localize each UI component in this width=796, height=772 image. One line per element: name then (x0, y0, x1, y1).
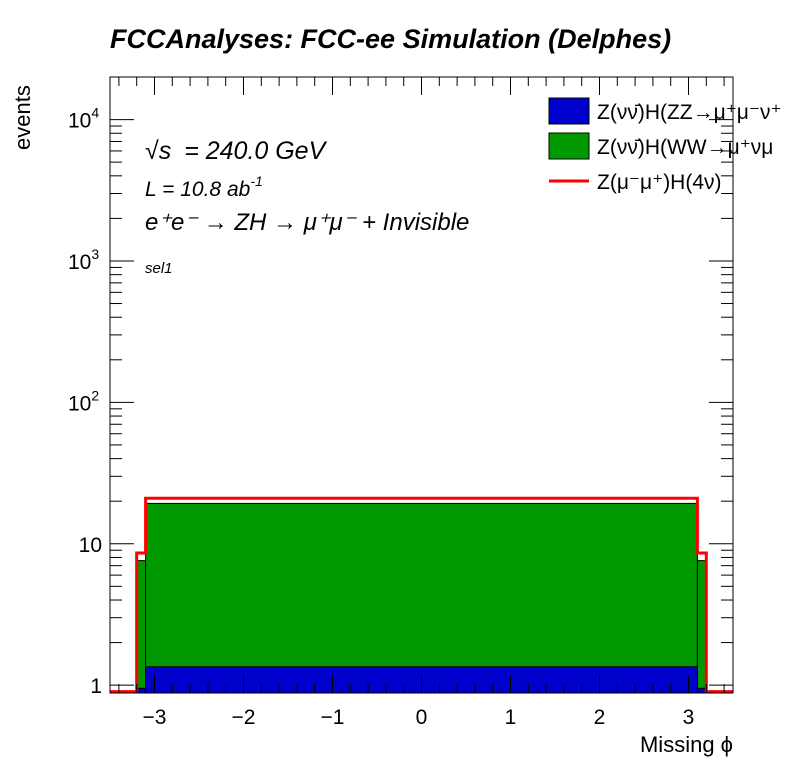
y-tick-exponent: 4 (91, 105, 99, 121)
legend-swatch-zz (548, 97, 590, 125)
x-tick-label: 3 (683, 706, 695, 729)
annotations: √s = 240.0 GeV L = 10.8 ab-1 e⁺e⁻ → ZH →… (145, 137, 469, 277)
signal-line (110, 496, 733, 694)
y-tick-label: 104 (68, 105, 99, 133)
legend: Z(νν̄)H(ZZ→μ⁺μ⁻ν⁺ Z(νν̄)H(WW→μ⁺νμ Z(μ⁻μ⁺)H… (548, 97, 782, 194)
x-tick-label: −1 (321, 706, 345, 729)
process-label: e⁺e⁻ → ZH → μ⁺μ⁻ + Invisible (145, 209, 469, 236)
y-tick-exponent: 3 (91, 246, 99, 262)
y-tick-base: 10 (68, 110, 91, 133)
y-tick-label: 1 (90, 675, 102, 698)
ww-bar (145, 502, 698, 694)
x-axis-label: Missing ϕ (640, 732, 733, 757)
y-tick-label: 103 (68, 246, 99, 274)
legend-label-signal: Z(μ⁻μ⁺)H(4ν) (597, 171, 722, 194)
x-tick-label: −2 (232, 706, 256, 729)
selection-label: sel1 (145, 260, 173, 277)
axis-ticks (110, 76, 733, 693)
legend-label-ww: Z(νν̄)H(WW→μ⁺νμ (597, 136, 773, 159)
legend-label-zz: Z(νν̄)H(ZZ→μ⁺μ⁻ν⁺ (597, 101, 782, 124)
energy-value: = 240.0 GeV (184, 137, 327, 165)
y-tick-label: 102 (68, 387, 99, 415)
x-tick-label: 2 (594, 706, 606, 729)
sqrt-s-symbol: √s (145, 137, 171, 165)
histogram-bars (136, 502, 707, 694)
x-tick-label: 1 (505, 706, 517, 729)
y-tick-base: 10 (68, 251, 91, 274)
x-tick-label: 0 (416, 706, 428, 729)
plot-frame (109, 76, 734, 694)
y-tick-base: 10 (68, 392, 91, 415)
lumi-label: L = 10.8 ab-1 (145, 173, 263, 201)
x-tick-label: −3 (143, 706, 167, 729)
y-tick-label: 10 (79, 534, 102, 557)
y-axis-label: events (10, 85, 35, 150)
y-tick-exponent: 2 (91, 387, 99, 403)
signal-line-group (110, 496, 733, 694)
lumi-text: L = 10.8 ab (145, 178, 251, 201)
chart-title: FCCAnalyses: FCC-ee Simulation (Delphes) (110, 24, 671, 54)
sqrt-s-label: √s = 240.0 GeV (145, 137, 328, 165)
legend-swatch-ww (548, 132, 590, 160)
lumi-exponent: -1 (250, 173, 262, 189)
